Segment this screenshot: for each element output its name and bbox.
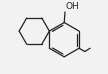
Text: OH: OH [65,3,79,11]
